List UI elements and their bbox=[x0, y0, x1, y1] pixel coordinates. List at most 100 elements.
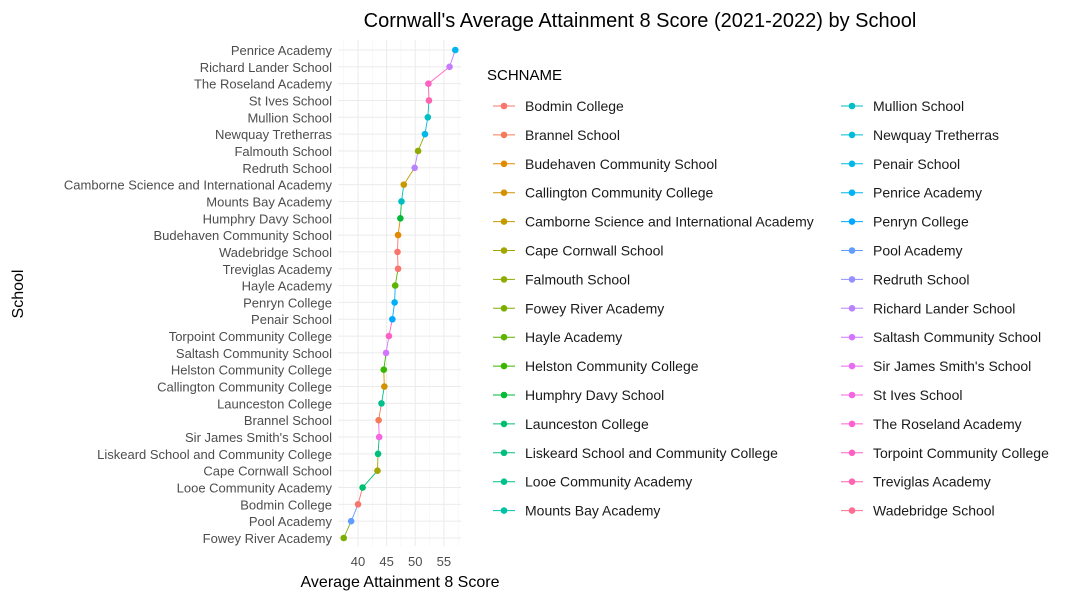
y-tick-label: Humphry Davy School bbox=[203, 211, 332, 226]
legend-item: Callington Community College bbox=[493, 185, 714, 201]
legend-key-point bbox=[500, 333, 508, 341]
legend-label: Richard Lander School bbox=[873, 300, 1015, 316]
data-point bbox=[374, 450, 382, 458]
plot-grid bbox=[338, 40, 461, 546]
legend-item: Cape Cornwall School bbox=[493, 243, 664, 259]
legend-key-point bbox=[848, 102, 856, 110]
data-point bbox=[380, 366, 388, 374]
legend-label: Helston Community College bbox=[525, 358, 699, 374]
legend-key-point bbox=[500, 507, 508, 514]
legend: SCHNAME Bodmin College Brannel School Bude… bbox=[487, 67, 1049, 519]
legend-label: Mounts Bay Academy bbox=[525, 503, 660, 519]
legend-key-point bbox=[848, 333, 856, 341]
legend-label: Mullion School bbox=[873, 98, 964, 114]
data-point bbox=[340, 534, 348, 542]
legend-key-point bbox=[848, 449, 856, 457]
series-line bbox=[343, 49, 456, 539]
legend-label: St Ives School bbox=[873, 387, 963, 403]
y-tick-label: Hayle Academy bbox=[242, 279, 333, 294]
legend-key-point bbox=[848, 247, 856, 254]
legend-key-point bbox=[500, 305, 508, 312]
line-segment bbox=[403, 167, 416, 185]
legend-item: Wadebridge School bbox=[841, 503, 995, 519]
legend-key-point bbox=[500, 362, 508, 370]
y-tick-label: Newquay Tretherras bbox=[215, 127, 333, 142]
y-tick-label: Penair School bbox=[251, 312, 332, 327]
legend-key-point bbox=[500, 391, 508, 399]
y-tick-label: Budehaven Community School bbox=[154, 228, 333, 243]
legend-key-point bbox=[848, 160, 856, 168]
legend-item: Mounts Bay Academy bbox=[493, 503, 660, 519]
legend-label: Looe Community Academy bbox=[525, 474, 692, 490]
y-tick-label: St Ives School bbox=[249, 93, 332, 108]
data-point bbox=[354, 501, 362, 508]
x-tick-label: 45 bbox=[379, 554, 393, 569]
data-point bbox=[394, 248, 401, 256]
legend-item: Hayle Academy bbox=[493, 329, 622, 345]
legend-item: Saltash Community School bbox=[841, 329, 1041, 345]
legend-item: Mullion School bbox=[841, 98, 964, 114]
y-tick-label: Camborne Science and International Acade… bbox=[64, 178, 333, 193]
data-point bbox=[394, 231, 402, 239]
x-tick-label: 55 bbox=[437, 554, 451, 569]
legend-label: Penair School bbox=[873, 156, 960, 172]
data-point bbox=[414, 147, 422, 155]
legend-item: Richard Lander School bbox=[841, 300, 1015, 316]
data-point bbox=[381, 383, 388, 390]
y-tick-label: Cape Cornwall School bbox=[203, 464, 332, 479]
y-tick-label: Brannel School bbox=[244, 413, 332, 428]
data-point bbox=[375, 433, 383, 441]
legend-item: Launceston College bbox=[493, 416, 649, 432]
legend-item: Redruth School bbox=[841, 271, 970, 287]
y-tick-label: Fowey River Academy bbox=[203, 531, 333, 546]
legend-item: Sir James Smith's School bbox=[841, 358, 1031, 374]
legend-label: Sir James Smith's School bbox=[873, 358, 1031, 374]
y-tick-label: Callington Community College bbox=[157, 380, 332, 395]
legend-label: Budehaven Community School bbox=[525, 156, 717, 172]
legend-key-point bbox=[500, 247, 508, 254]
legend-label: Newquay Tretherras bbox=[873, 127, 999, 143]
legend-item: Brannel School bbox=[493, 127, 620, 143]
legend-item: Penair School bbox=[841, 156, 960, 172]
y-tick-label: Looe Community Academy bbox=[177, 481, 333, 496]
data-point bbox=[382, 349, 390, 357]
legend-item: Newquay Tretherras bbox=[841, 127, 999, 143]
data-point bbox=[378, 400, 385, 407]
legend-key-point bbox=[500, 420, 508, 428]
y-tick-label: Pool Academy bbox=[249, 514, 333, 529]
legend-label: Bodmin College bbox=[525, 98, 624, 114]
legend-label: Fowey River Academy bbox=[525, 300, 664, 316]
legend-item: St Ives School bbox=[841, 387, 963, 403]
line-segment bbox=[362, 470, 378, 488]
legend-key-point bbox=[500, 218, 508, 225]
data-point bbox=[425, 97, 433, 104]
y-tick-label: Redruth School bbox=[242, 161, 332, 176]
y-tick-label: Liskeard School and Community College bbox=[97, 447, 332, 462]
data-point bbox=[347, 517, 355, 525]
y-tick-label: Launceston College bbox=[217, 396, 332, 411]
legend-key-point bbox=[848, 218, 856, 225]
legend-key-point bbox=[500, 102, 508, 110]
legend-key-point bbox=[848, 478, 856, 486]
legend-item: Bodmin College bbox=[493, 98, 624, 114]
y-tick-label: Treviglas Academy bbox=[223, 262, 333, 277]
legend-key-point bbox=[848, 189, 856, 196]
y-tick-label: Saltash Community School bbox=[176, 346, 332, 361]
legend-label: Camborne Science and International Acade… bbox=[525, 214, 814, 230]
legend-item: Looe Community Academy bbox=[493, 474, 692, 490]
data-point bbox=[394, 265, 402, 273]
data-point bbox=[389, 315, 396, 323]
legend-label: Saltash Community School bbox=[873, 329, 1041, 345]
legend-item: Budehaven Community School bbox=[493, 156, 717, 172]
y-tick-label: Helston Community College bbox=[171, 363, 332, 378]
legend-key-point bbox=[500, 276, 508, 283]
legend-key-point bbox=[848, 362, 856, 370]
legend-item: Falmouth School bbox=[493, 271, 630, 287]
legend-key-point bbox=[848, 305, 856, 312]
legend-label: Falmouth School bbox=[525, 271, 630, 287]
data-point bbox=[359, 484, 366, 491]
legend-key-point bbox=[848, 420, 856, 428]
legend-label: Callington Community College bbox=[525, 185, 714, 201]
data-point bbox=[374, 467, 381, 474]
data-point bbox=[411, 164, 418, 172]
